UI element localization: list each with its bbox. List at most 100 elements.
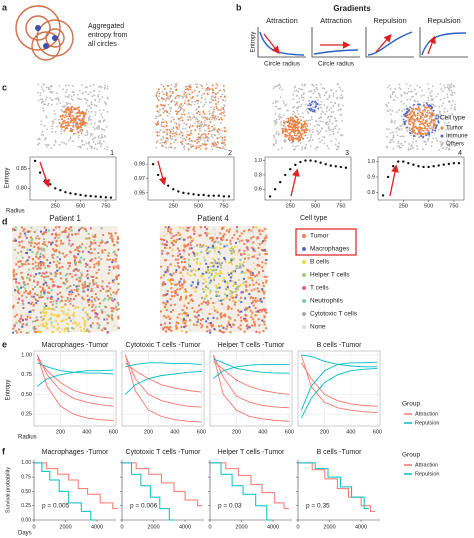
tissue-cell xyxy=(265,234,268,237)
tissue-cell xyxy=(40,120,43,123)
tissue-cell xyxy=(58,262,61,265)
tissue-cell xyxy=(284,127,287,130)
tissue-cell xyxy=(81,284,84,287)
tissue-cell xyxy=(246,324,249,327)
tissue-cell xyxy=(55,239,58,242)
tissue-cell xyxy=(427,139,429,142)
tissue-cell xyxy=(388,128,390,131)
tissue-cell xyxy=(190,298,193,301)
data-point xyxy=(69,192,72,195)
tissue-cell xyxy=(23,232,26,235)
tissue-cell xyxy=(180,318,183,321)
tissue-cell xyxy=(422,129,425,132)
tissue-cell xyxy=(61,299,64,302)
tissue-cell xyxy=(87,93,90,96)
tissue-cell xyxy=(59,125,62,127)
tissue-cell xyxy=(55,302,58,305)
tissue-cell xyxy=(212,99,215,102)
tissue-cell xyxy=(190,104,193,106)
data-point xyxy=(391,165,395,168)
tissue-cell xyxy=(31,237,34,240)
tissue-cell xyxy=(21,264,24,267)
panel-title: B cells -Tumor xyxy=(317,449,363,456)
tissue-cell xyxy=(66,280,69,283)
tissue-cell xyxy=(306,108,308,111)
tissue-cell xyxy=(211,324,214,327)
tissue-cell xyxy=(410,116,412,119)
tissue-cell xyxy=(64,106,67,108)
tissue-cell xyxy=(339,96,342,99)
tissue-cell xyxy=(421,127,423,130)
tissue-cell xyxy=(216,311,219,314)
tissue-cell xyxy=(236,288,239,291)
tissue-cell xyxy=(33,280,36,283)
tissue-cell xyxy=(179,130,182,133)
tissue-cell xyxy=(196,253,199,256)
tissue-cell xyxy=(85,262,88,265)
tissue-cell xyxy=(221,261,224,264)
tissue-cell xyxy=(179,109,182,112)
tissue-cell xyxy=(50,295,53,298)
tissue-cell xyxy=(190,145,193,148)
tissue-cell xyxy=(328,109,331,111)
data-point xyxy=(309,159,312,162)
tissue-cell xyxy=(199,226,202,229)
tissue-cell xyxy=(231,274,234,277)
tissue-cell xyxy=(102,140,105,143)
tissue-cell xyxy=(93,122,96,124)
tissue-cell xyxy=(280,116,283,119)
tissue-cell xyxy=(104,242,107,245)
tissue-cell xyxy=(338,142,340,145)
data-point xyxy=(427,165,430,169)
tissue-cell xyxy=(20,331,23,334)
tissue-cell xyxy=(334,125,336,128)
data-point xyxy=(299,160,302,164)
tissue-cell xyxy=(66,89,68,91)
tissue-cell xyxy=(204,129,206,132)
tissue-cell xyxy=(112,251,115,254)
tissue-cell xyxy=(26,259,29,262)
tissue-cell xyxy=(182,127,184,130)
tissue-cell xyxy=(261,261,264,264)
tissue-cell xyxy=(223,89,225,91)
tissue-cell xyxy=(171,248,174,251)
tissue-cell xyxy=(223,226,226,229)
tissue-cell xyxy=(212,89,214,92)
tissue-cell xyxy=(201,288,204,291)
tissue-cell xyxy=(103,135,106,137)
tissue-cell xyxy=(95,271,98,274)
tissue-cell xyxy=(97,268,100,271)
tissue-cell xyxy=(222,85,225,87)
tissue-cell xyxy=(51,278,54,281)
tissue-cell xyxy=(336,96,339,99)
x-tick-label: 600 xyxy=(197,429,206,435)
tissue-cell xyxy=(89,324,92,327)
tissue-cell xyxy=(160,138,163,141)
tissue-cell xyxy=(431,114,433,117)
tissue-cell xyxy=(237,326,240,329)
tissue-cell xyxy=(195,286,198,289)
tissue-cell xyxy=(26,315,29,318)
tissue-cell xyxy=(112,307,115,310)
tissue-cell xyxy=(24,287,27,290)
tissue-cell xyxy=(169,96,172,99)
tissue-cell xyxy=(88,141,90,144)
tissue-cell xyxy=(390,121,393,124)
tissue-cell xyxy=(179,117,182,120)
tissue-cell xyxy=(224,136,226,138)
tissue-cell xyxy=(199,135,202,138)
tissue-cell xyxy=(292,144,295,147)
tissue-cell xyxy=(166,122,168,125)
tissue-cell xyxy=(304,125,306,128)
tissue-cell xyxy=(90,303,93,306)
tissue-cell xyxy=(83,319,86,322)
tissue-cell xyxy=(21,277,24,280)
tissue-cell xyxy=(93,266,96,269)
x-tick-label: 250 xyxy=(51,203,60,209)
tissue-cell xyxy=(228,230,231,233)
tissue-cell xyxy=(404,114,407,117)
tissue-cell xyxy=(94,113,97,116)
tissue-cell xyxy=(211,84,214,87)
tissue-cell xyxy=(86,134,89,136)
tissue-cell xyxy=(41,131,44,133)
